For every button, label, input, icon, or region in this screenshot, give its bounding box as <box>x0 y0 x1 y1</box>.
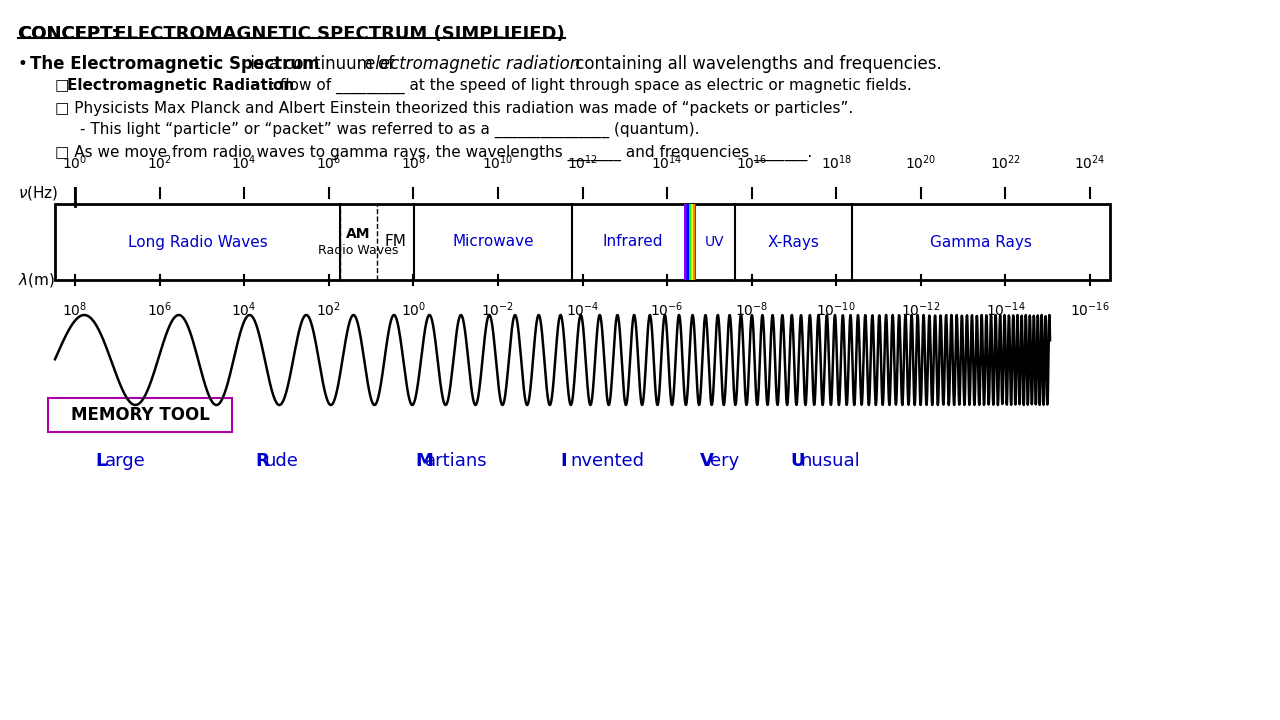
Text: UV: UV <box>704 235 724 249</box>
Text: 10$^2$: 10$^2$ <box>147 153 172 172</box>
Text: ude: ude <box>265 452 298 470</box>
Text: artians: artians <box>425 452 488 470</box>
Bar <box>689 204 691 280</box>
Text: 10$^0$: 10$^0$ <box>63 153 87 172</box>
Text: L: L <box>95 452 106 470</box>
Text: ELECTROMAGNETIC SPECTRUM (SIMPLIFIED): ELECTROMAGNETIC SPECTRUM (SIMPLIFIED) <box>108 25 564 43</box>
Text: - This light “particle” or “packet” was referred to as a _______________ (quantu: - This light “particle” or “packet” was … <box>79 122 699 138</box>
Text: Infrared: Infrared <box>603 235 663 250</box>
Text: X-Rays: X-Rays <box>768 235 819 250</box>
Text: arge: arge <box>105 452 146 470</box>
Text: ery: ery <box>710 452 740 470</box>
Text: 10$^4$: 10$^4$ <box>232 153 257 172</box>
Text: Gamma Rays: Gamma Rays <box>929 235 1032 250</box>
Text: 10$^{-6}$: 10$^{-6}$ <box>650 300 684 318</box>
Text: □: □ <box>55 78 74 93</box>
Text: 10$^6$: 10$^6$ <box>316 153 342 172</box>
Text: 10$^2$: 10$^2$ <box>316 300 342 318</box>
Text: 10$^{12}$: 10$^{12}$ <box>567 153 598 172</box>
Text: : flow of _________ at the speed of light through space as electric or magnetic : : flow of _________ at the speed of ligh… <box>270 78 911 94</box>
Text: is a continuum of: is a continuum of <box>244 55 399 73</box>
Text: 10$^{-4}$: 10$^{-4}$ <box>566 300 599 318</box>
Text: 10$^{22}$: 10$^{22}$ <box>989 153 1021 172</box>
Text: Radio Waves: Radio Waves <box>319 243 398 256</box>
Bar <box>695 204 696 280</box>
FancyBboxPatch shape <box>49 398 232 432</box>
Text: 10$^{-8}$: 10$^{-8}$ <box>735 300 768 318</box>
Text: 10$^{-16}$: 10$^{-16}$ <box>1070 300 1110 318</box>
Text: $\lambda$(m): $\lambda$(m) <box>18 271 55 289</box>
Text: electromagnetic radiation: electromagnetic radiation <box>365 55 580 73</box>
Bar <box>687 204 689 280</box>
Text: 10$^8$: 10$^8$ <box>63 300 87 318</box>
Text: V: V <box>700 452 714 470</box>
Text: MEMORY TOOL: MEMORY TOOL <box>70 406 210 424</box>
Text: Microwave: Microwave <box>452 235 534 250</box>
Text: I: I <box>561 452 567 470</box>
Bar <box>691 204 692 280</box>
Text: 10$^{-10}$: 10$^{-10}$ <box>817 300 856 318</box>
Text: 10$^6$: 10$^6$ <box>147 300 173 318</box>
Text: 10$^{-14}$: 10$^{-14}$ <box>986 300 1025 318</box>
Text: 10$^{24}$: 10$^{24}$ <box>1074 153 1106 172</box>
Text: 10$^4$: 10$^4$ <box>232 300 257 318</box>
Text: $\nu$(Hz): $\nu$(Hz) <box>18 184 59 202</box>
Text: nusual: nusual <box>800 452 860 470</box>
Text: 10$^{-12}$: 10$^{-12}$ <box>901 300 941 318</box>
Text: ____________________________________________________________: ________________________________________… <box>18 25 558 43</box>
Text: □ Physicists Max Planck and Albert Einstein theorized this radiation was made of: □ Physicists Max Planck and Albert Einst… <box>55 101 854 116</box>
Text: FM: FM <box>384 235 406 250</box>
Text: AM: AM <box>346 227 371 241</box>
Text: 10$^{18}$: 10$^{18}$ <box>820 153 852 172</box>
Text: □ As we move from radio waves to gamma rays, the wavelengths _______ and frequen: □ As we move from radio waves to gamma r… <box>55 145 813 161</box>
Text: The Electromagnetic Spectrum: The Electromagnetic Spectrum <box>29 55 320 73</box>
Text: 10$^{14}$: 10$^{14}$ <box>652 153 682 172</box>
Text: 10$^{10}$: 10$^{10}$ <box>483 153 513 172</box>
Text: 10$^8$: 10$^8$ <box>401 153 426 172</box>
FancyBboxPatch shape <box>55 204 1110 280</box>
Text: Electromagnetic Radiation: Electromagnetic Radiation <box>67 78 294 93</box>
Bar <box>692 204 695 280</box>
Text: R: R <box>255 452 269 470</box>
Text: 10$^{20}$: 10$^{20}$ <box>905 153 937 172</box>
Text: CONCEPT:: CONCEPT: <box>18 25 119 43</box>
Text: M: M <box>415 452 433 470</box>
Text: nvented: nvented <box>570 452 644 470</box>
Bar <box>686 204 687 280</box>
Text: 10$^0$: 10$^0$ <box>401 300 426 318</box>
Text: CONCEPT:: CONCEPT: <box>18 25 125 43</box>
Text: Long Radio Waves: Long Radio Waves <box>128 235 268 250</box>
Text: 10$^{-2}$: 10$^{-2}$ <box>481 300 515 318</box>
Text: •: • <box>18 55 33 73</box>
Bar <box>684 204 686 280</box>
Text: containing all wavelengths and frequencies.: containing all wavelengths and frequenci… <box>570 55 942 73</box>
Text: 10$^{16}$: 10$^{16}$ <box>736 153 768 172</box>
Text: U: U <box>790 452 805 470</box>
